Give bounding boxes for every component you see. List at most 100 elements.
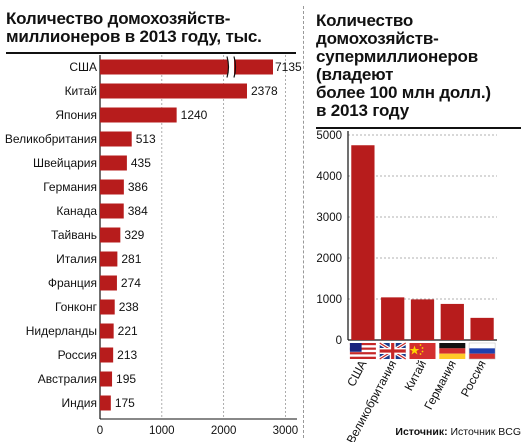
left-value-label: 386 xyxy=(128,180,148,194)
left-bar xyxy=(100,83,247,99)
left-value-label: 281 xyxy=(121,252,141,266)
left-x-tick-label: 1000 xyxy=(149,425,175,437)
right-bar xyxy=(381,297,405,340)
flag-stripe xyxy=(349,349,376,353)
axis-break-mark xyxy=(226,56,230,78)
left-bar xyxy=(100,131,132,147)
left-value-label: 435 xyxy=(131,156,151,170)
left-value-label: 513 xyxy=(136,132,156,146)
left-value-label: 195 xyxy=(116,372,136,386)
left-category-label: Германия xyxy=(43,180,97,194)
flag-border xyxy=(468,342,496,360)
source-text: Источник BCG xyxy=(450,426,522,438)
flag-cross xyxy=(379,349,406,353)
right-category-label: Китай xyxy=(402,358,430,393)
flag-stripe xyxy=(349,356,376,359)
left-bar xyxy=(100,347,114,363)
flag-small-star xyxy=(421,350,424,353)
source-note: Источник: Источник BCG xyxy=(395,426,521,438)
left-category-label: Россия xyxy=(58,348,97,362)
left-bar xyxy=(100,59,273,75)
left-value-label: 175 xyxy=(115,396,135,410)
left-value-label: 7135 xyxy=(275,60,302,74)
right-chart-title: Количество домохозяйств- супермиллионеро… xyxy=(316,11,491,120)
left-x-tick-label: 3000 xyxy=(273,425,299,437)
right-y-tick-label: 2000 xyxy=(316,253,342,265)
left-x-tick-label: 2000 xyxy=(211,425,237,437)
flag-stripe xyxy=(469,353,496,359)
flag-stripe xyxy=(439,343,466,349)
flag-small-star xyxy=(421,347,424,349)
left-category-label: Франция xyxy=(48,276,97,290)
left-category-label: Тайвань xyxy=(51,228,97,242)
flag-stripe xyxy=(349,343,376,346)
flag-stripe xyxy=(439,348,466,354)
right-bar xyxy=(410,299,435,340)
flag-stripe xyxy=(469,348,496,354)
left-category-label: Китай xyxy=(65,84,97,98)
axis-break-gap xyxy=(228,57,234,77)
right-y-tick-label: 0 xyxy=(336,335,342,347)
flag-small-star xyxy=(419,353,422,355)
left-value-label: 1240 xyxy=(181,108,208,122)
panel-separator xyxy=(303,6,304,438)
left-category-label: США xyxy=(69,60,97,74)
left-category-label: Япония xyxy=(55,108,97,122)
left-x-tick-label: 0 xyxy=(97,425,103,437)
right-bar xyxy=(440,303,464,340)
left-bar xyxy=(100,275,117,291)
flag-stripe xyxy=(349,352,376,355)
flag-canton xyxy=(349,343,362,352)
flag-star xyxy=(409,345,420,355)
flag-stripe xyxy=(349,345,376,348)
left-value-label: 2378 xyxy=(251,84,278,98)
left-bar xyxy=(100,155,127,171)
right-bar xyxy=(470,317,494,340)
flag-stripe xyxy=(349,347,376,350)
left-bar xyxy=(100,299,115,315)
right-category-label: Россия xyxy=(458,358,489,399)
left-value-label: 384 xyxy=(128,204,148,218)
left-value-label: 329 xyxy=(124,228,144,242)
right-y-tick-label: 5000 xyxy=(316,130,342,142)
right-title-rule xyxy=(316,127,521,129)
left-bar xyxy=(100,227,121,243)
left-category-label: Италия xyxy=(56,252,97,266)
left-chart-title: Количество домохозяйств- миллионеров в 2… xyxy=(6,9,262,46)
germany-flag-icon xyxy=(439,343,466,359)
right-y-tick-label: 3000 xyxy=(316,212,342,224)
left-bar xyxy=(100,323,114,339)
flag-stripe xyxy=(349,354,376,357)
flag-stripe xyxy=(439,353,466,359)
left-category-label: Гонконг xyxy=(55,300,98,314)
left-bar xyxy=(100,179,124,195)
left-value-label: 213 xyxy=(117,348,137,362)
left-title-rule xyxy=(6,52,296,54)
right-bar xyxy=(351,145,375,340)
left-bar xyxy=(100,371,113,387)
left-category-label: Великобритания xyxy=(5,132,97,146)
left-category-label: Нидерланды xyxy=(26,324,97,338)
left-bar xyxy=(100,395,111,411)
russia-flag-icon xyxy=(468,342,496,360)
right-y-tick-label: 4000 xyxy=(316,171,342,183)
left-bar xyxy=(100,203,124,219)
left-bar xyxy=(100,107,177,123)
source-label: Источник: xyxy=(395,426,448,438)
left-value-label: 221 xyxy=(118,324,138,338)
uk-flag-icon xyxy=(378,341,407,361)
left-category-label: Австралия xyxy=(38,372,97,386)
left-value-label: 274 xyxy=(121,276,141,290)
right-category-label: США xyxy=(344,358,369,389)
left-bar xyxy=(100,251,118,267)
china-flag-icon xyxy=(409,343,436,359)
left-category-label: Индия xyxy=(62,396,97,410)
left-category-label: Канада xyxy=(56,204,97,218)
us-flag-icon xyxy=(349,343,376,359)
flag-stripe xyxy=(469,343,496,349)
left-value-label: 238 xyxy=(119,300,139,314)
right-y-tick-label: 1000 xyxy=(316,294,342,306)
flag-small-star xyxy=(419,344,422,346)
left-category-label: Швейцария xyxy=(33,156,97,170)
